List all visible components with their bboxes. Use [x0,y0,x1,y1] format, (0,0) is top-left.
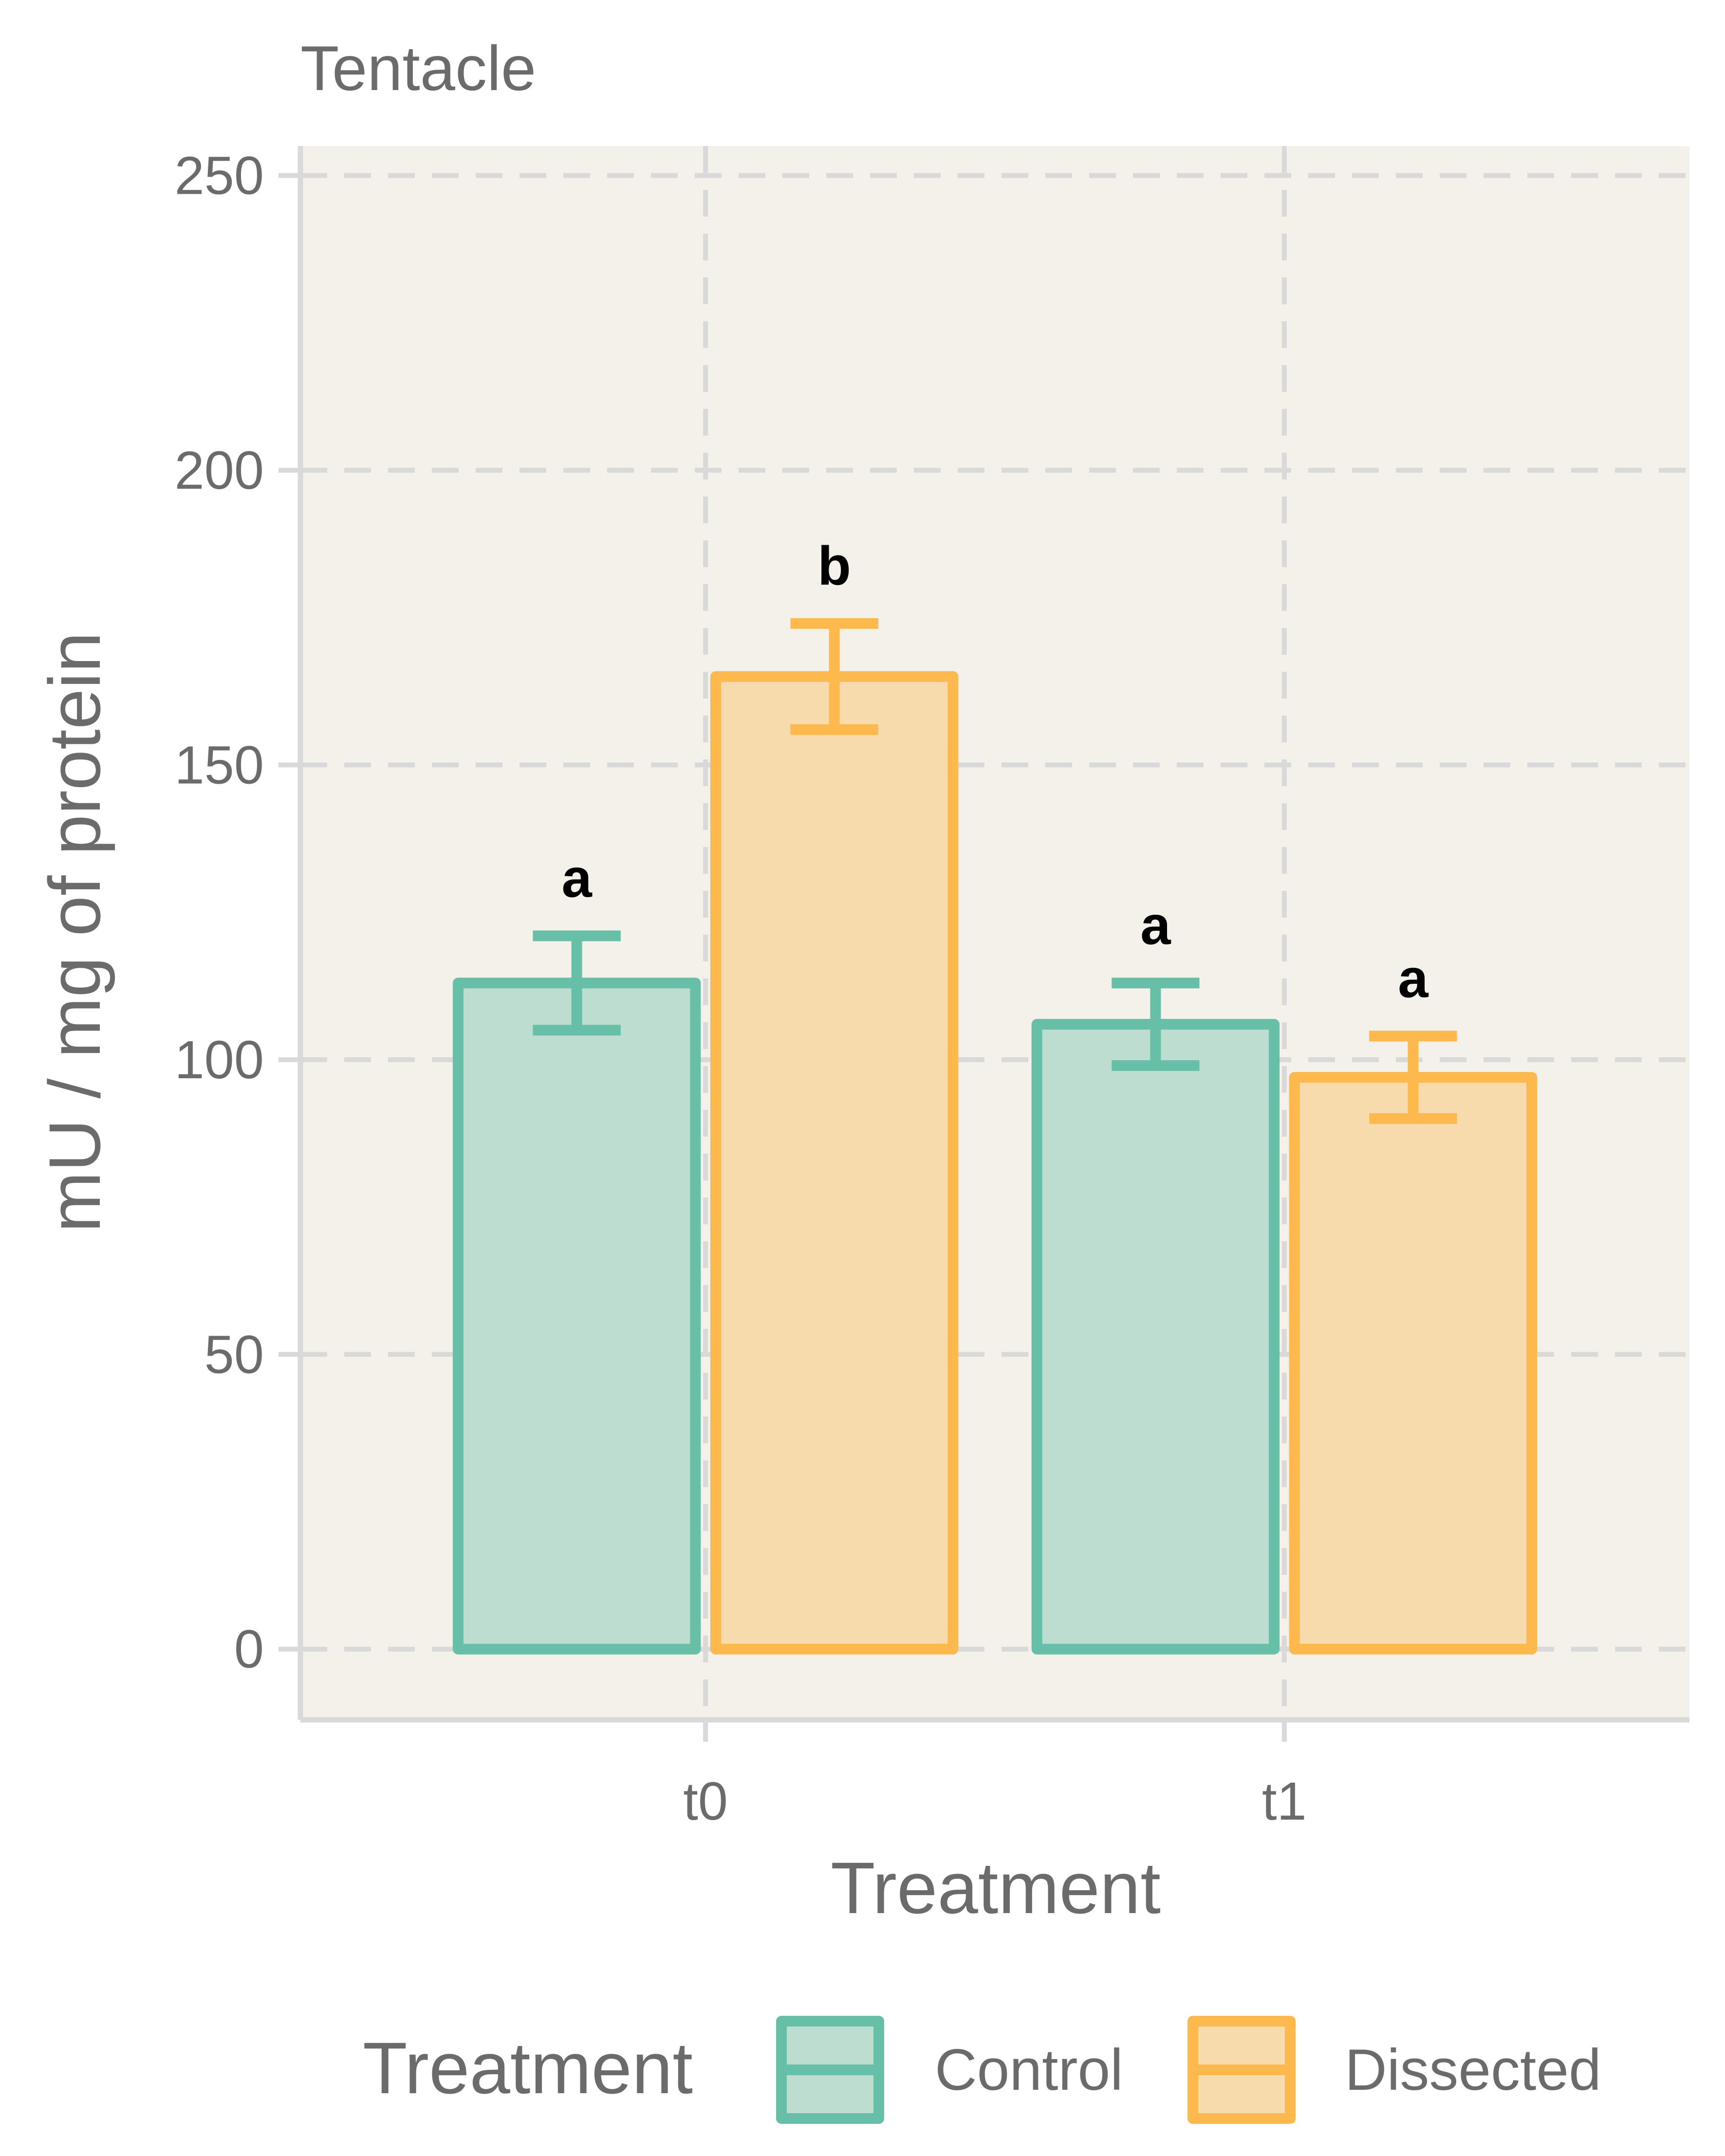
bar [1031,1019,1280,1655]
bar [710,671,959,1655]
bars: a b a a [452,535,1538,1655]
y-tick-label: 100 [174,1030,264,1090]
significance-label: a [561,848,592,909]
bar [452,977,701,1655]
bar [1289,1072,1538,1655]
axes [297,146,1689,1723]
legend-items: Control Dissected [776,2016,1601,2124]
y-tick-label: 0 [234,1620,264,1679]
y-axis-title: mU / mg of protein [34,632,115,1233]
x-tick-label: t0 [683,1771,728,1831]
legend-label: Dissected [1345,2037,1601,2102]
legend-label: Control [935,2037,1123,2102]
y-tick-label: 200 [174,441,264,500]
x-axis-ticks: t0 t1 [683,1720,1307,1831]
legend-title: Treatment [363,2027,693,2109]
y-axis-ticks: 0 50 100 150 200 250 [174,146,300,1679]
y-tick-label: 150 [174,735,264,795]
significance-label: a [1398,948,1428,1009]
chart-title: Tentacle [300,33,536,104]
y-tick-label: 50 [204,1325,264,1384]
significance-label: b [817,535,851,596]
y-tick-label: 250 [174,146,264,206]
significance-label: a [1140,895,1171,956]
x-tick-label: t1 [1262,1771,1307,1831]
x-axis-title: Treatment [831,1847,1161,1929]
legend: Treatment Control Dissected [363,2016,1601,2124]
